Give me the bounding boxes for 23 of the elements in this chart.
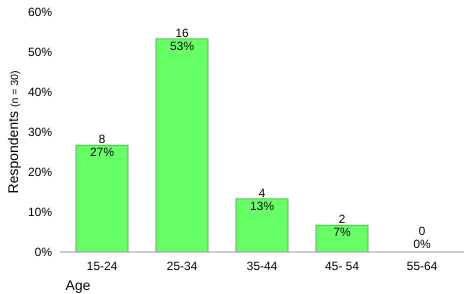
- data-label: 4 13%: [250, 186, 274, 213]
- data-label: 0 0%: [413, 224, 431, 251]
- bar: [156, 38, 208, 252]
- bar: [236, 198, 288, 252]
- data-label: 2 7%: [333, 212, 351, 240]
- y-tick-label: 40%: [28, 85, 52, 100]
- x-tick-label: 55-64: [406, 259, 438, 273]
- y-tick-label: 50%: [28, 45, 52, 60]
- x-axis-title: Age: [66, 277, 91, 293]
- y-tick-label: 0%: [34, 245, 52, 260]
- x-tick-label: 35-44: [246, 259, 278, 273]
- x-tick-label: 15-24: [86, 259, 118, 273]
- bar: [76, 144, 128, 252]
- x-tick-label: 45- 54: [324, 259, 360, 273]
- y-tick-label: 20%: [28, 165, 52, 180]
- y-tick-label: 30%: [28, 125, 52, 140]
- y-axis-title: Respondents(n = 30): [5, 70, 21, 194]
- data-label: 8 27%: [90, 132, 114, 160]
- bar: [316, 224, 368, 252]
- data-label: 16 53%: [170, 26, 194, 53]
- y-tick-label: 10%: [28, 205, 52, 220]
- x-tick-label: 25-34: [166, 259, 198, 273]
- y-tick-label: 60%: [28, 5, 52, 20]
